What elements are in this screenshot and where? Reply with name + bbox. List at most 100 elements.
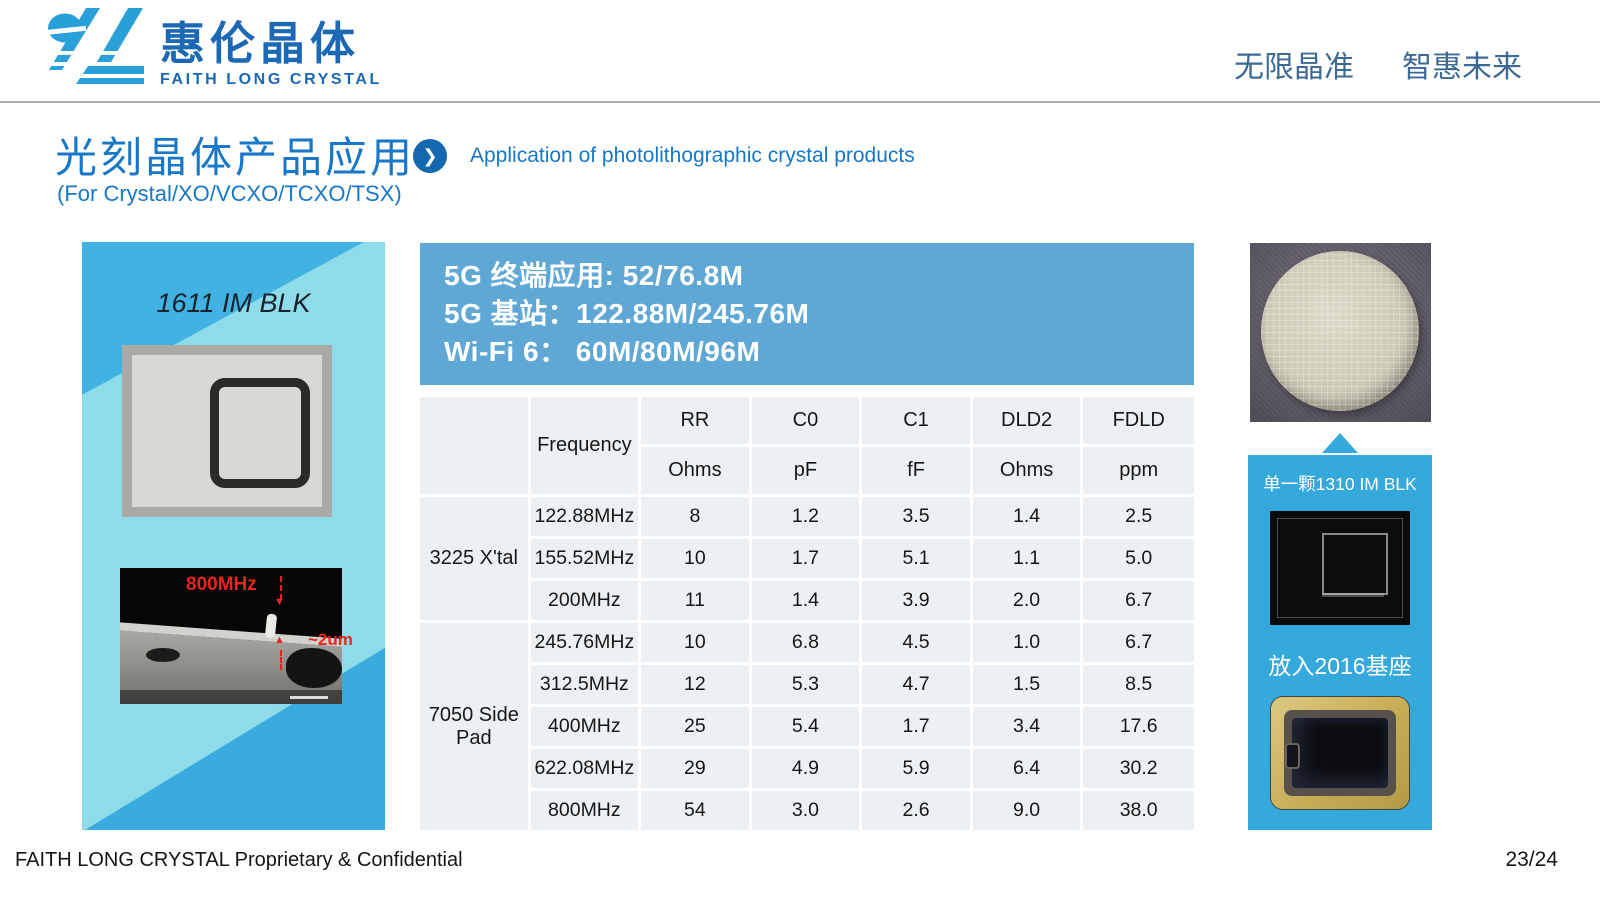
page-title-en: Application of photolithographic crystal… [470, 144, 915, 167]
value-cell: 5.3 [751, 665, 863, 707]
blank-mesa-ring [210, 378, 310, 488]
arrow-down-icon: ▼ [274, 596, 285, 608]
value-cell: 8.5 [1083, 665, 1194, 707]
sem-dashed-line-bottom [280, 650, 282, 670]
logo-text-en: FAITH LONG CRYSTAL [160, 71, 382, 88]
sem-info-band [120, 690, 342, 704]
spec-table-body: 3225 X'tal 122.88MHz 8 1.2 3.5 1.4 2.5 155.52MH… [420, 497, 1194, 833]
value-cell: 8 [641, 497, 752, 539]
table-row: 7050 Side Pad 245.76MHz 10 6.8 4.5 1.0 6.7 [420, 623, 1194, 833]
value-cell: 2.6 [862, 791, 973, 833]
sem-dashed-line-top [280, 576, 282, 600]
page-number: 23/24 [1505, 848, 1558, 871]
value-cell: 1.7 [751, 539, 863, 581]
confidential-notice: FAITH LONG CRYSTAL Proprietary & Confide… [15, 849, 463, 871]
product-group-cell: 3225 X'tal [420, 497, 531, 623]
crystal-blank-photo [122, 345, 332, 517]
frequency-cell: 122.88MHz [530, 497, 642, 539]
product-group-cell: 7050 Side Pad [420, 623, 531, 833]
left-panel: 1611 IM BLK 800MHz ~2um ▼ ▲ [82, 242, 385, 830]
logo-mark-icon [43, 8, 146, 84]
company-tagline: 无限晶准 智惠未来 [1234, 42, 1522, 86]
value-cell: 5.1 [862, 539, 973, 581]
param-name-cell: DLD2 [972, 397, 1084, 447]
value-cell: 11 [641, 581, 752, 623]
table-row: 800MHz 54 3.0 2.6 9.0 38.0 [420, 791, 1194, 833]
base-caption: 放入2016基座 [1268, 653, 1412, 679]
base-notch [1285, 743, 1300, 769]
application-banner: 5G 终端应用: 52/76.8M 5G 基站：122.88M/245.76M … [420, 243, 1194, 385]
sem-photo: 800MHz ~2um ▼ ▲ [120, 568, 353, 704]
table-row: 155.52MHz 10 1.7 5.1 1.1 5.0 [420, 539, 1194, 581]
tagline-part-1: 无限晶准 [1234, 51, 1354, 84]
banner-line-1: 5G 终端应用: 52/76.8M [444, 260, 744, 291]
value-cell: 2.5 [1083, 497, 1194, 539]
frequency-cell: 622.08MHz [530, 749, 642, 791]
value-cell: 3.9 [862, 581, 973, 623]
value-cell: 6.7 [1083, 581, 1194, 623]
value-cell: 4.9 [751, 749, 863, 791]
banner-line-3: Wi-Fi 6： 60M/80M/96M [444, 336, 761, 367]
single-blank-photo [1270, 511, 1410, 625]
value-cell: 1.5 [972, 665, 1084, 707]
value-cell: 6.8 [751, 623, 863, 665]
table-row: 200MHz 11 1.4 3.9 2.0 6.7 [420, 581, 1194, 623]
param-name-cell: C1 [862, 397, 973, 447]
sem-dark-mass [286, 648, 342, 688]
value-cell: 25 [641, 707, 752, 749]
banner-line-2: 5G 基站：122.88M/245.76M [444, 298, 810, 329]
right-panel: 单一颗1310 IM BLK 放入2016基座 [1248, 455, 1432, 830]
sem-thickness-label: ~2um [308, 630, 353, 649]
table-row: 3225 X'tal 122.88MHz 8 1.2 3.5 1.4 2.5 [420, 497, 1194, 623]
frequency-cell: 312.5MHz [530, 665, 642, 707]
value-cell: 1.7 [862, 707, 973, 749]
table-corner-cell [420, 397, 531, 497]
sem-dark-spot [146, 648, 180, 662]
spec-table: Frequency RR C0 C1 DLD2 FDLD Ohms pF fF Ohms ppm 3… [420, 397, 1194, 833]
value-cell: 1.0 [972, 623, 1084, 665]
value-cell: 29 [641, 749, 752, 791]
value-cell: 1.2 [751, 497, 863, 539]
value-cell: 9.0 [972, 791, 1084, 833]
frequency-header-cell: Frequency [530, 397, 642, 497]
param-unit-cell: Ohms [972, 447, 1084, 497]
value-cell: 12 [641, 665, 752, 707]
value-cell: 3.0 [751, 791, 863, 833]
value-cell: 3.5 [862, 497, 973, 539]
sem-canvas [120, 568, 342, 704]
header-divider [0, 101, 1600, 103]
company-logo: 惠伦晶体 FAITH LONG CRYSTAL [34, 6, 382, 98]
value-cell: 10 [641, 539, 752, 581]
param-unit-cell: pF [751, 447, 863, 497]
spec-table-head: Frequency RR C0 C1 DLD2 FDLD Ohms pF fF Ohms ppm [420, 397, 1194, 497]
param-unit-cell: ppm [1083, 447, 1194, 497]
value-cell: 54 [641, 791, 752, 833]
value-cell: 1.4 [972, 497, 1084, 539]
value-cell: 1.4 [751, 581, 863, 623]
page-title-cn: 光刻晶体产品应用 [55, 134, 416, 181]
value-cell: 5.9 [862, 749, 973, 791]
page-title-scope: (For Crystal/XO/VCXO/TCXO/TSX) [57, 181, 402, 206]
param-unit-cell: fF [862, 447, 973, 497]
value-cell: 4.5 [862, 623, 973, 665]
table-row: 622.08MHz 29 4.9 5.9 6.4 30.2 [420, 749, 1194, 791]
value-cell: 10 [641, 623, 752, 665]
value-cell: 17.6 [1083, 707, 1194, 749]
logo-text-cn: 惠伦晶体 [160, 18, 361, 69]
value-cell: 5.4 [751, 707, 863, 749]
single-blank-caption: 单一颗1310 IM BLK [1263, 474, 1417, 494]
blank-label: 1611 IM BLK [156, 288, 311, 318]
value-cell: 30.2 [1083, 749, 1194, 791]
value-cell: 38.0 [1083, 791, 1194, 833]
param-name-cell: C0 [751, 397, 863, 447]
frequency-cell: 800MHz [530, 791, 642, 833]
value-cell: 1.1 [972, 539, 1084, 581]
table-row: 312.5MHz 12 5.3 4.7 1.5 8.5 [420, 665, 1194, 707]
param-name-cell: RR [641, 397, 752, 447]
wafer-disc [1261, 251, 1419, 411]
sem-frequency-label: 800MHz [186, 574, 257, 595]
frequency-cell: 200MHz [530, 581, 642, 623]
value-cell: 4.7 [862, 665, 973, 707]
value-cell: 2.0 [972, 581, 1084, 623]
frequency-cell: 155.52MHz [530, 539, 642, 581]
